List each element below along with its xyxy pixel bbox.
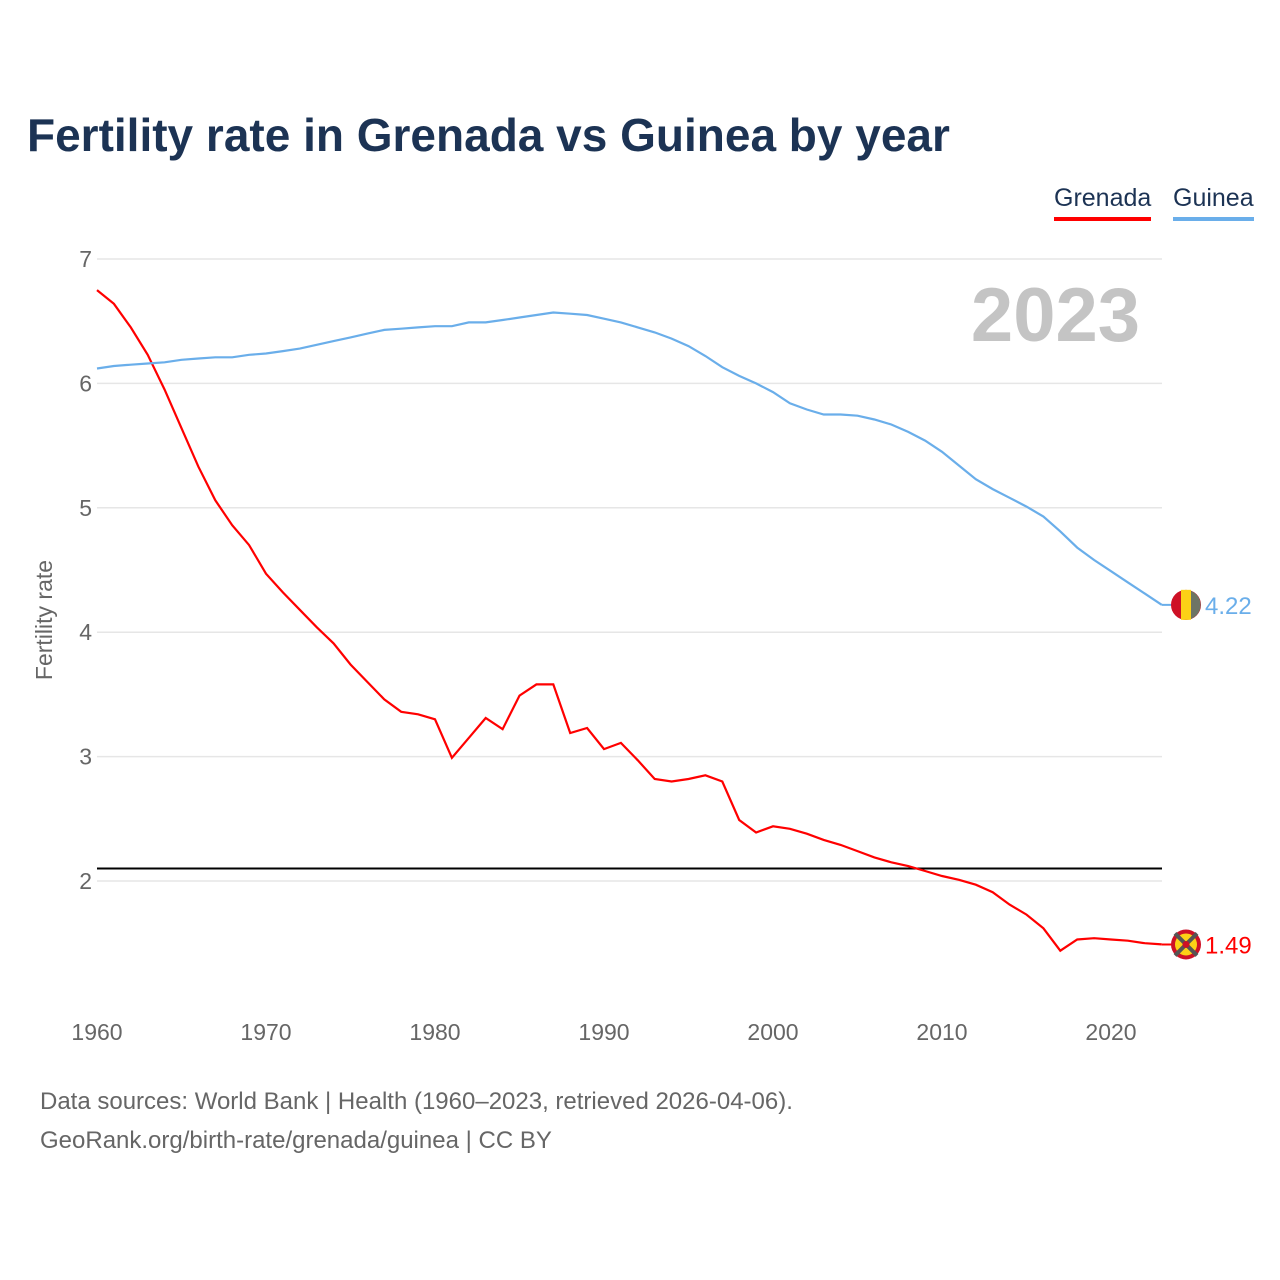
legend-item-guinea[interactable]: Guinea [1173, 184, 1254, 221]
x-tick-label: 1970 [240, 1019, 291, 1045]
x-tick-label: 1990 [578, 1019, 629, 1045]
legend-item-grenada[interactable]: Grenada [1054, 184, 1152, 221]
y-tick-label: 4 [79, 619, 92, 645]
series-line-grenada [96, 289, 1162, 953]
y-tick-label: 6 [79, 370, 92, 396]
end-value-label: 4.22 [1205, 593, 1252, 620]
x-tick-label: 1980 [409, 1019, 460, 1045]
y-tick-label: 3 [79, 744, 92, 770]
x-tick-label: 1960 [71, 1019, 122, 1045]
x-tick-label: 2010 [916, 1019, 967, 1045]
year-label: 2023 [971, 273, 1140, 358]
end-value-label: 1.49 [1205, 932, 1252, 959]
y-tick-label: 5 [79, 495, 92, 521]
footer-sources: Data sources: World Bank | Health (1960–… [40, 1088, 793, 1115]
flag-field [1182, 940, 1190, 948]
footer-link[interactable]: GeoRank.org/birth-rate/grenada/guinea | … [40, 1127, 552, 1154]
flag-stripe [1191, 590, 1201, 619]
y-axis-label: Fertility rate [31, 560, 57, 680]
chart-title: Fertility rate in Grenada vs Guinea by y… [27, 109, 950, 161]
x-tick-label: 2000 [747, 1019, 798, 1045]
flag-stripe [1181, 589, 1191, 620]
y-tick-label: 7 [79, 246, 92, 272]
x-tick-label: 2020 [1085, 1019, 1136, 1045]
series-line-guinea [96, 311, 1163, 606]
y-tick-label: 2 [79, 868, 92, 894]
